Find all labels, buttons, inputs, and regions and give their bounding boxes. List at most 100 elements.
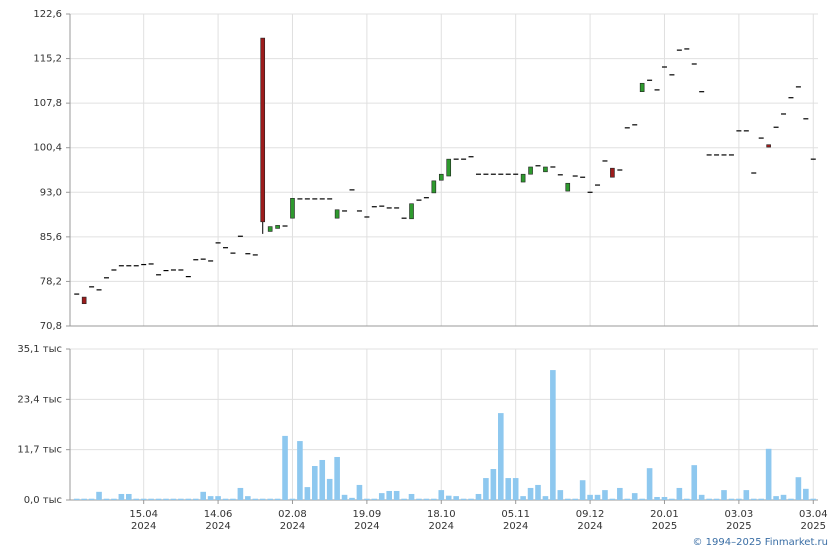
candle-body <box>275 225 280 229</box>
y-tick-label: 0,0 тыс <box>24 495 62 506</box>
volume-bar <box>542 496 549 500</box>
volume-bar <box>163 498 169 500</box>
x-tick-label: 18.10 <box>427 509 456 520</box>
volume-bar <box>371 498 378 500</box>
x-tick-label: 2025 <box>726 521 751 532</box>
volume-bar <box>736 498 742 500</box>
volume-bar <box>103 498 110 500</box>
volume-bar <box>356 484 363 500</box>
x-tick-label: 03.04 <box>799 509 828 520</box>
volume-bar <box>780 494 787 500</box>
volume-bar <box>706 498 712 500</box>
volume-bar <box>386 490 392 500</box>
volume-bar <box>148 498 154 500</box>
x-tick-label: 14.06 <box>204 509 233 520</box>
x-tick-label: 2024 <box>354 521 379 532</box>
x-tick-label: 15.04 <box>129 509 158 520</box>
candle-body <box>438 173 444 181</box>
volume-bar <box>438 490 445 500</box>
candle-body <box>528 166 533 175</box>
volume-bar <box>564 498 571 500</box>
volume-bar <box>319 459 326 500</box>
x-tick-label: 2024 <box>280 521 305 532</box>
volume-bar <box>341 494 348 500</box>
candle-body <box>543 166 548 173</box>
candle-body <box>639 82 645 92</box>
volume-bar <box>401 498 407 500</box>
volume-bar <box>126 493 132 500</box>
volume-bar <box>312 466 318 500</box>
candle-body <box>520 173 526 183</box>
volume-bar <box>423 498 430 500</box>
copyright[interactable]: © 1994–2025 Finmarket.ru <box>692 537 828 548</box>
volume-bar <box>691 465 698 500</box>
x-tick-label: 20.01 <box>650 509 679 520</box>
volume-bar <box>728 498 735 500</box>
volume-bar <box>750 498 757 500</box>
volume-bar <box>267 498 273 500</box>
volume-bar <box>617 487 623 500</box>
volume-bar <box>557 490 564 500</box>
y-tick-label: 85,6 <box>40 232 62 243</box>
volume-bar <box>185 498 192 500</box>
volume-bar <box>237 487 244 500</box>
volume-bar <box>676 487 683 500</box>
volume-bar <box>803 488 809 500</box>
volume-bar <box>96 491 102 500</box>
volume-bar <box>550 370 556 500</box>
volume-bar <box>743 490 750 500</box>
volume-bar <box>378 493 385 500</box>
candle-body <box>334 209 340 219</box>
volume-bar <box>520 496 526 500</box>
y-tick-label: 70,8 <box>40 321 62 332</box>
volume-bar <box>118 493 125 500</box>
volume-bar <box>178 498 184 500</box>
volume-bar <box>684 498 690 500</box>
volume-bar <box>765 448 772 500</box>
volume-bar <box>200 491 206 500</box>
volume-bar <box>475 493 482 500</box>
volume-bar <box>334 456 340 500</box>
volume-bar <box>460 498 467 500</box>
candle-body <box>610 167 615 178</box>
volume-bar <box>431 498 437 500</box>
volume-bar <box>445 495 452 500</box>
volume-bar <box>810 498 817 500</box>
x-tick-label: 02.08 <box>278 509 307 520</box>
volume-bar <box>758 498 764 500</box>
volume-bar <box>326 478 333 500</box>
y-tick-label: 78,2 <box>40 276 62 287</box>
x-tick-label: 2024 <box>205 521 230 532</box>
volume-bar <box>88 498 95 500</box>
volume-bar <box>505 478 512 500</box>
volume-bar <box>594 494 601 500</box>
x-tick-label: 09.12 <box>576 509 605 520</box>
volume-bar <box>170 498 177 500</box>
volume-bar <box>304 487 311 500</box>
volume-bar <box>289 498 296 500</box>
candle-body <box>290 198 295 219</box>
volume-bar <box>602 490 608 500</box>
x-tick-label: 2024 <box>577 521 602 532</box>
volume-bar <box>661 496 668 500</box>
volume-bar <box>282 435 288 500</box>
y-tick-label: 93,0 <box>40 187 62 198</box>
volume-bar <box>81 498 87 500</box>
y-tick-label: 115,2 <box>33 54 62 65</box>
x-tick-label: 2024 <box>429 521 454 532</box>
volume-bar <box>207 496 214 500</box>
candle-body <box>81 296 87 305</box>
x-tick-label: 2025 <box>801 521 826 532</box>
volume-bar <box>572 498 578 500</box>
volume-bar <box>639 498 645 500</box>
x-tick-label: 05.11 <box>501 509 530 520</box>
volume-bar <box>795 477 802 500</box>
volume-bar <box>245 496 251 500</box>
volume-bar <box>259 498 266 500</box>
volume-bar <box>192 498 199 500</box>
volume-bar <box>646 468 653 500</box>
volume-bar <box>416 498 422 500</box>
x-tick-label: 19.09 <box>353 509 382 520</box>
volume-bar <box>252 498 259 500</box>
volume-bar <box>654 496 660 500</box>
